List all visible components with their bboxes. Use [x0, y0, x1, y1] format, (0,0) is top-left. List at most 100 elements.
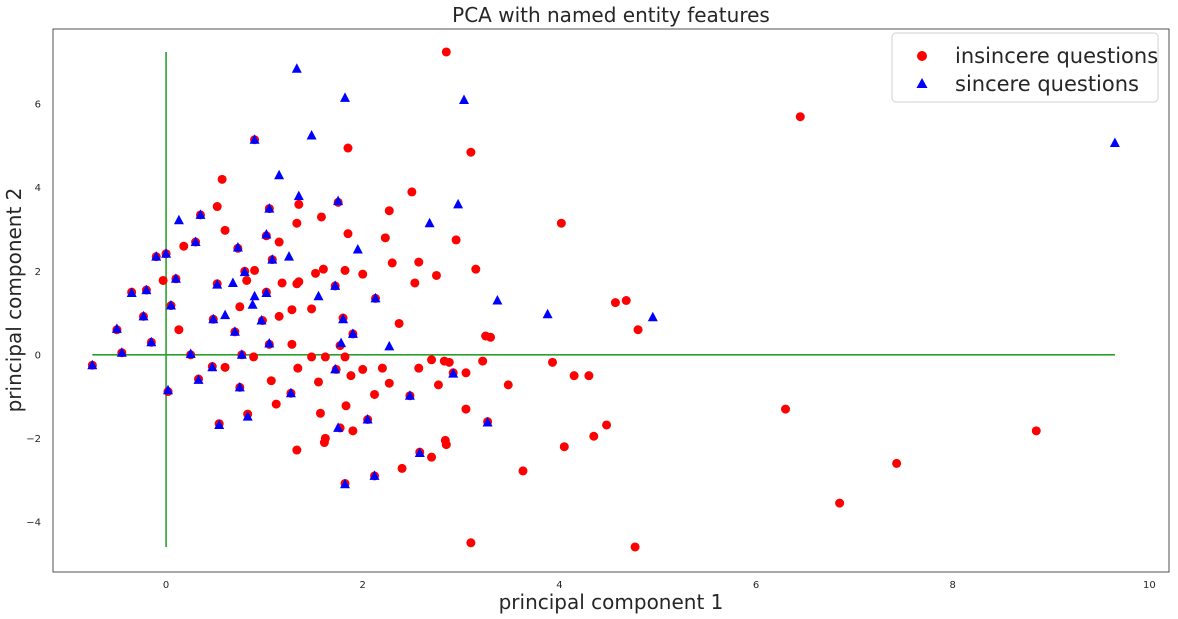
insincere-point	[461, 404, 471, 414]
insincere-point	[307, 352, 317, 362]
sincere-point	[424, 217, 435, 228]
insincere-point	[313, 377, 323, 387]
insincere-point	[466, 538, 476, 548]
sincere-point	[284, 251, 294, 261]
insincere-point	[602, 420, 612, 430]
insincere-point	[414, 257, 424, 267]
insincere-point	[377, 363, 387, 373]
sincere-point	[141, 284, 152, 295]
insincere-point	[249, 352, 259, 362]
insincere-point	[271, 399, 281, 409]
sincere-point	[220, 309, 231, 320]
insincere-point	[407, 187, 417, 197]
sincere-point	[261, 287, 272, 297]
sincere-point	[369, 470, 380, 480]
sincere-point	[285, 387, 296, 398]
insincere-point	[274, 237, 284, 247]
insincere-point	[621, 296, 631, 305]
sincere-point	[333, 422, 344, 432]
insincere-point	[287, 339, 297, 349]
insincere-point	[343, 143, 353, 153]
sincere-point	[173, 214, 184, 225]
insincere-point	[427, 452, 437, 462]
sincere-point	[146, 336, 157, 347]
sincere-point	[362, 414, 373, 424]
insincere-point	[348, 426, 358, 436]
sincere-point	[249, 290, 260, 301]
insincere-point	[346, 371, 356, 381]
sincere-point	[453, 198, 464, 209]
sincere-point	[236, 349, 247, 359]
sincere-point	[242, 411, 253, 421]
insincere-point	[274, 311, 284, 321]
y-tick-label: 6	[35, 100, 41, 111]
insincere-point	[410, 278, 420, 288]
sincere-point	[229, 326, 240, 336]
insincere-point	[340, 352, 350, 362]
insincere-point	[242, 275, 252, 285]
sincere-point	[330, 280, 341, 290]
insincere-point	[633, 325, 643, 335]
insincere-point	[394, 318, 404, 328]
sincere-point	[459, 94, 469, 104]
sincere-point	[482, 417, 493, 427]
insincere-point	[293, 363, 303, 373]
insincere-point	[397, 463, 407, 473]
sincere-point	[239, 266, 250, 277]
sincere-point	[267, 254, 278, 264]
reference-lines	[92, 51, 1115, 547]
insincere-point	[384, 378, 394, 388]
sincere-point	[293, 190, 304, 201]
sincere-point	[448, 368, 459, 378]
sincere-point	[234, 381, 245, 392]
sincere-point	[111, 323, 122, 333]
insincere-point	[343, 229, 353, 239]
insincere-point	[217, 174, 227, 184]
y-axis-label: principal component 2	[2, 188, 26, 413]
legend-box	[891, 32, 1159, 103]
insincere-point	[503, 380, 513, 390]
sincere-point	[138, 310, 149, 321]
x-tick-label: 6	[753, 580, 759, 591]
sincere-point	[207, 361, 218, 372]
insincere-point	[358, 364, 368, 374]
legend-marker-insincere	[917, 51, 927, 61]
sincere-point	[370, 292, 381, 303]
x-axis-label: principal component 1	[499, 590, 724, 614]
x-tick-label: 8	[949, 580, 955, 591]
insincere-point	[250, 265, 260, 275]
insincere-point	[318, 264, 328, 274]
sincere-point	[247, 299, 258, 309]
sincere-point	[193, 374, 204, 384]
sincere-point	[338, 313, 349, 324]
insincere-point	[179, 241, 189, 251]
insincere-point	[319, 438, 329, 448]
legend: insincere questions sincere questions	[891, 32, 1159, 103]
insincere-point	[340, 265, 350, 275]
insincere-point	[292, 218, 302, 228]
insincere-point	[380, 233, 390, 243]
insincere-point	[630, 542, 640, 552]
sincere-point	[249, 134, 260, 144]
sincere-point	[227, 277, 238, 287]
sincere-point	[163, 384, 173, 395]
sincere-point	[340, 478, 350, 489]
sincere-point	[126, 287, 137, 297]
insincere-point	[610, 298, 620, 308]
insincere-point	[547, 357, 557, 367]
insincere-point	[518, 466, 528, 476]
insincere-point	[559, 442, 569, 452]
sincere-point	[340, 92, 350, 102]
sincere-point	[336, 337, 347, 348]
plot-area	[52, 28, 1170, 573]
insincere-point	[795, 112, 805, 122]
insincere-point	[316, 212, 326, 222]
sincere-point	[185, 348, 196, 358]
y-tick-label: 4	[35, 183, 41, 194]
insincere-point	[441, 47, 451, 57]
sincere-point	[291, 63, 302, 73]
sincere-point	[116, 347, 127, 357]
sincere-point	[404, 390, 415, 400]
insincere-point	[387, 258, 397, 268]
